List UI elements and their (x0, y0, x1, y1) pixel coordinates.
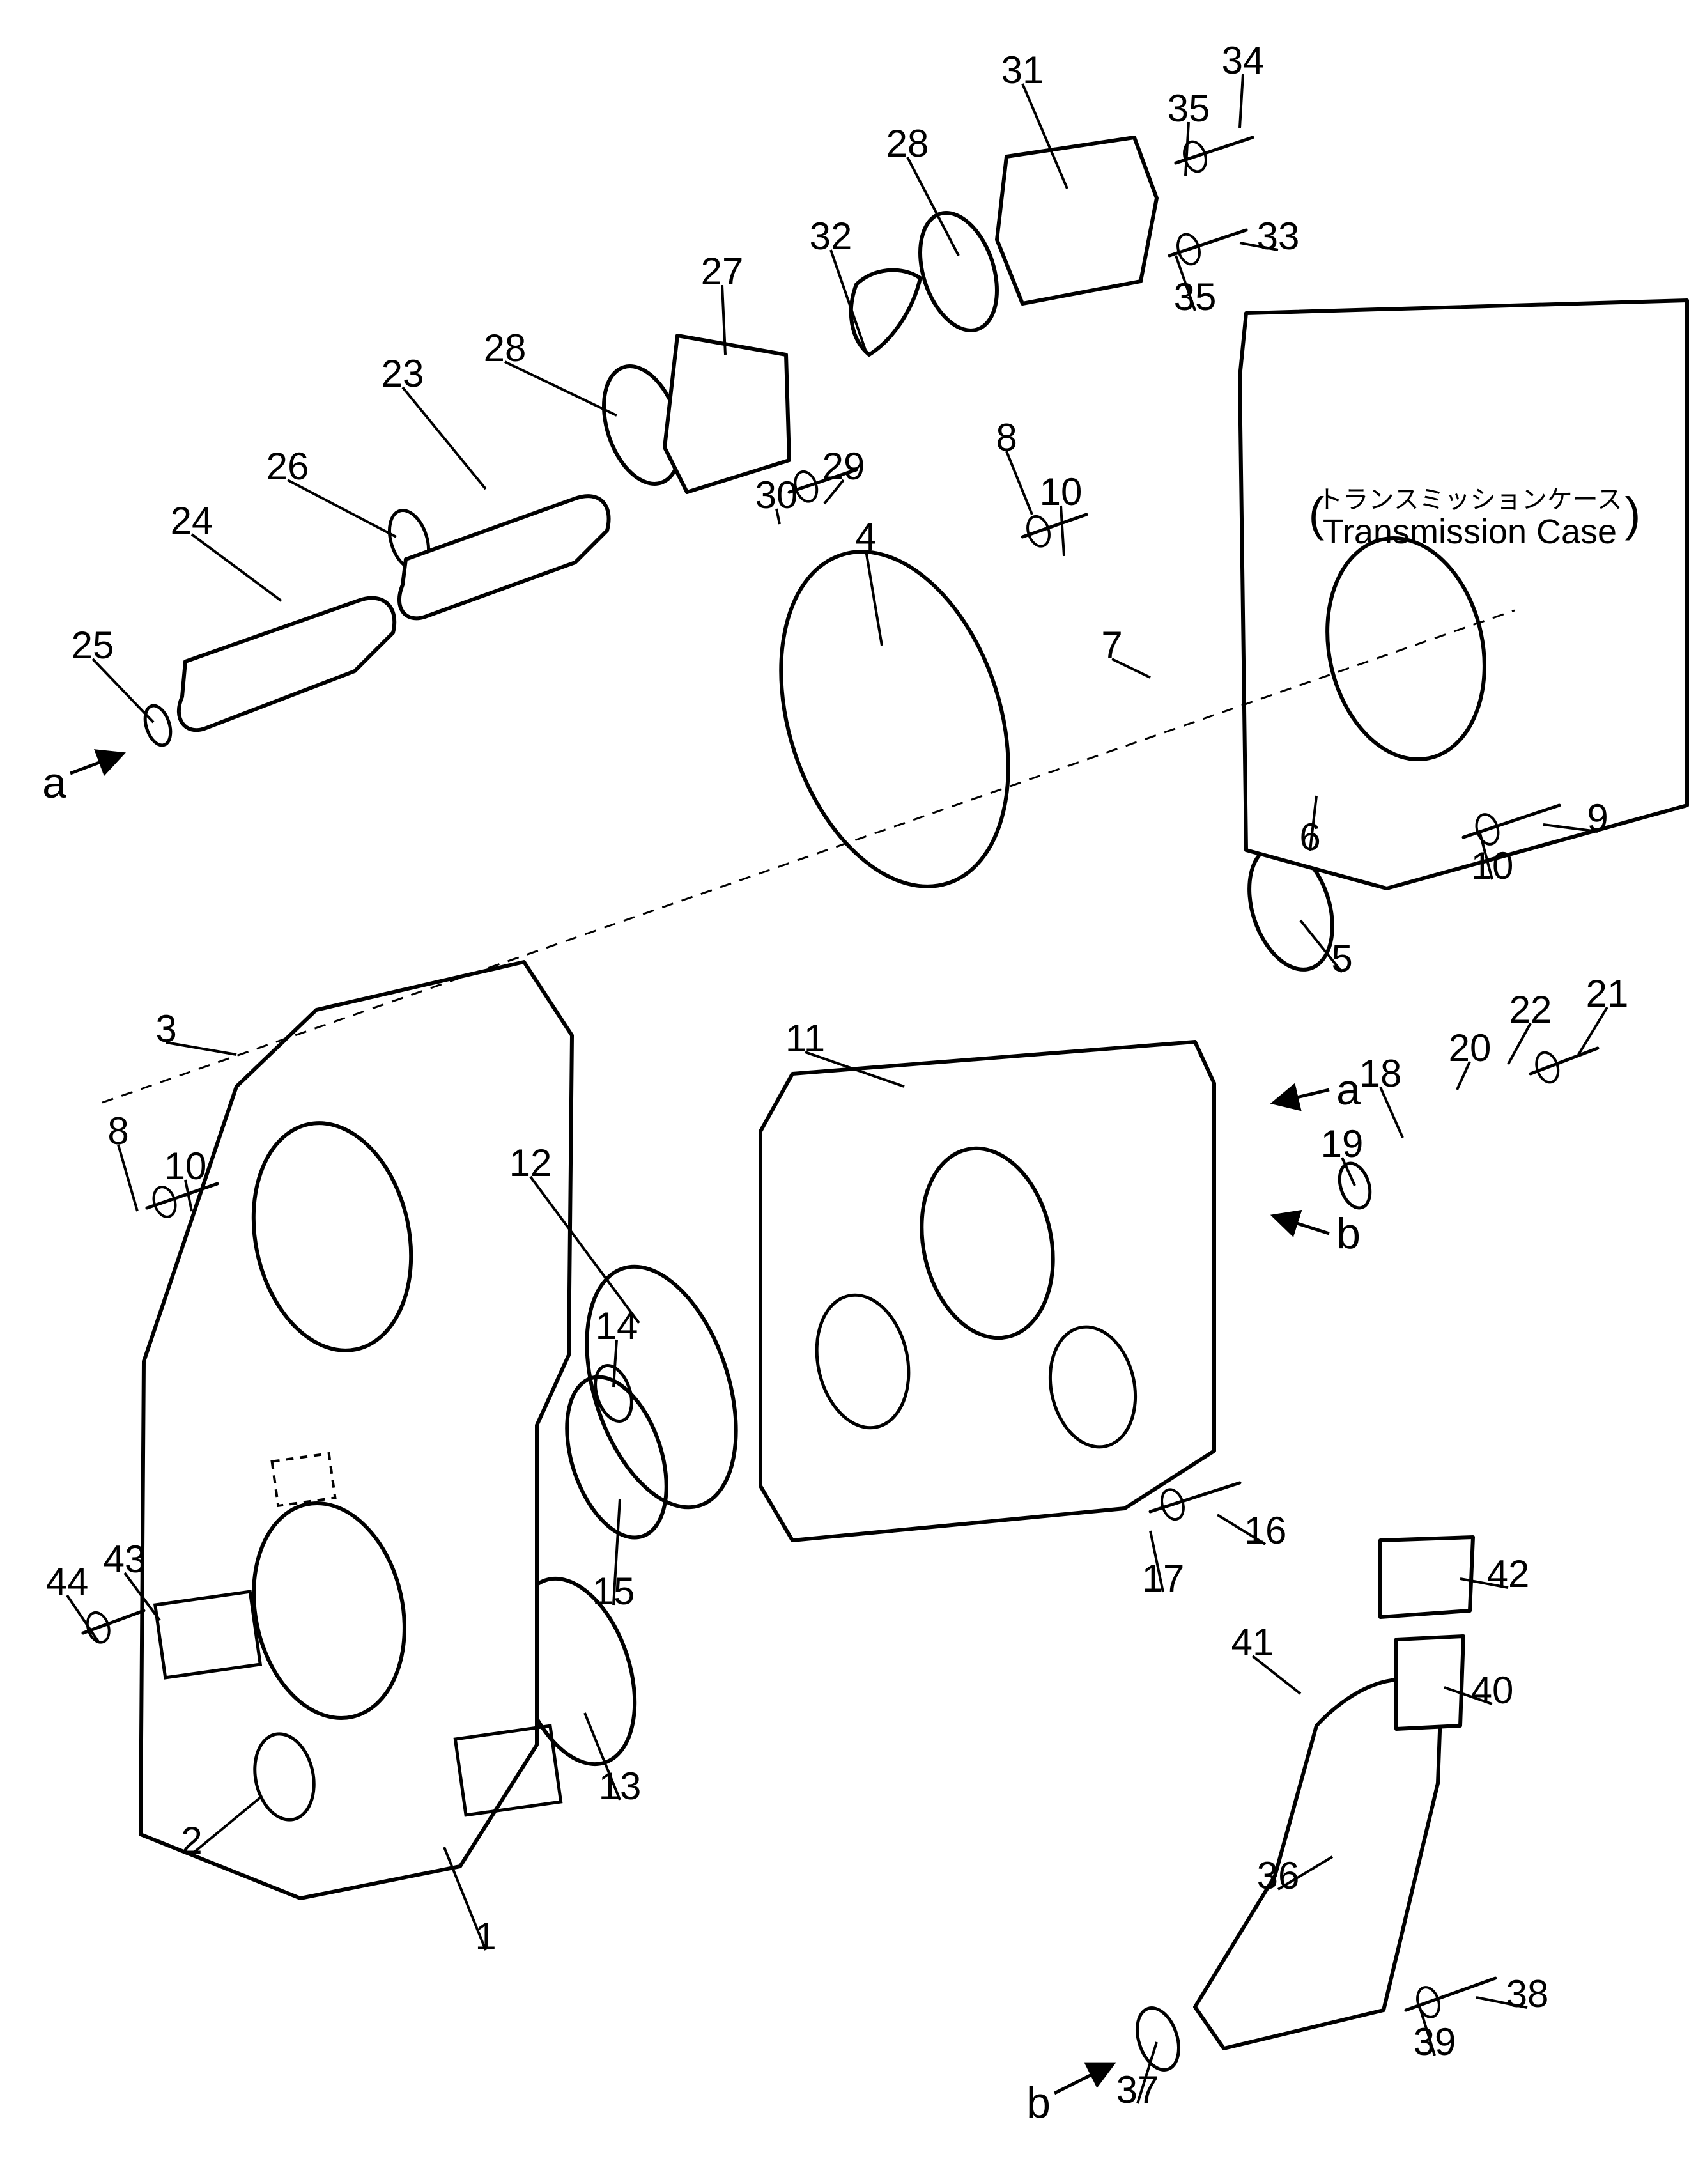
callout-40: 40 (1471, 1671, 1514, 1710)
callout-31: 31 (1001, 51, 1044, 89)
callout-6: 6 (1299, 818, 1320, 856)
callout-20: 20 (1449, 1029, 1492, 1067)
diagram-art (0, 0, 1689, 2184)
callout-10a: 10 (164, 1147, 207, 1186)
callout-35a: 35 (1168, 89, 1210, 128)
callout-2: 2 (181, 1822, 202, 1860)
callout-16: 16 (1244, 1512, 1287, 1550)
diagram-canvas: 3134352833353227282326242581029304769105… (0, 0, 1689, 2184)
callout-1: 1 (475, 1917, 496, 1956)
callout-10c: 10 (1040, 473, 1083, 511)
callout-39: 39 (1414, 2023, 1456, 2061)
callout-9: 9 (1587, 799, 1608, 837)
callout-15: 15 (592, 1572, 635, 1611)
callout-28a: 28 (886, 125, 929, 163)
callout-27: 27 (701, 252, 744, 291)
callout-33: 33 (1257, 217, 1300, 256)
callout-44: 44 (46, 1563, 89, 1601)
callout-24: 24 (171, 502, 213, 540)
anchor-a_from: a (42, 761, 66, 805)
callout-43: 43 (104, 1540, 146, 1579)
callout-11: 11 (785, 1019, 825, 1058)
callout-36: 36 (1257, 1857, 1300, 1895)
callout-29: 29 (822, 447, 865, 486)
callout-37: 37 (1116, 2071, 1159, 2109)
anchor-b_from: b (1026, 2081, 1051, 2125)
callout-19: 19 (1321, 1125, 1364, 1163)
callout-10b: 10 (1471, 847, 1514, 885)
callout-17: 17 (1142, 1560, 1185, 1598)
leader-lines (0, 0, 1689, 2184)
callout-35b: 35 (1174, 278, 1217, 316)
callout-30: 30 (755, 476, 798, 515)
callout-34: 34 (1222, 42, 1265, 80)
callout-21: 21 (1586, 975, 1629, 1013)
callout-14: 14 (596, 1307, 638, 1345)
callout-25: 25 (72, 626, 114, 665)
ref-en: Transmission Case (1323, 515, 1617, 549)
ref-paren-close: ) (1625, 491, 1641, 538)
callout-7: 7 (1101, 626, 1122, 665)
anchor-a_to: a (1336, 1068, 1361, 1111)
callout-8b: 8 (107, 1112, 128, 1150)
callout-22: 22 (1509, 991, 1552, 1029)
ref-jp: トランスミッションケース (1317, 487, 1622, 513)
callout-23: 23 (382, 355, 424, 393)
callout-18: 18 (1359, 1055, 1402, 1093)
callout-41: 41 (1231, 1623, 1274, 1662)
callout-12: 12 (509, 1144, 552, 1182)
callout-13: 13 (599, 1767, 642, 1806)
callout-38: 38 (1506, 1975, 1549, 2013)
anchor-b_to: b (1336, 1212, 1361, 1255)
callout-8a: 8 (996, 419, 1017, 457)
callout-32: 32 (810, 217, 852, 256)
callout-5: 5 (1331, 940, 1352, 978)
callout-3: 3 (155, 1010, 176, 1048)
callout-42: 42 (1487, 1555, 1530, 1593)
callout-28b: 28 (484, 329, 527, 368)
callout-4: 4 (855, 518, 876, 556)
callout-26: 26 (266, 447, 309, 486)
